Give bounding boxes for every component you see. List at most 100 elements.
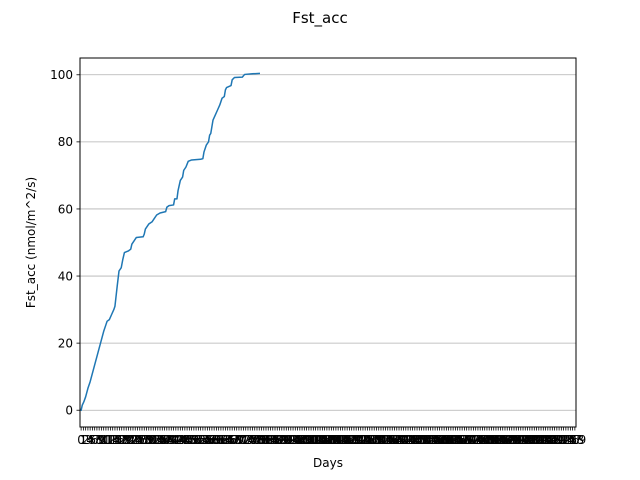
x-tick-label: 148 [403, 433, 426, 447]
x-tick-label: 161 [433, 433, 456, 447]
x-tick-label: 127 [356, 433, 379, 447]
x-tick-label: 64 [218, 433, 233, 447]
x-tick-label: 188 [494, 433, 517, 447]
x-tick-label: 90 [276, 433, 291, 447]
x-tick-label: 158 [426, 433, 449, 447]
x-tick-label: 27 [134, 433, 149, 447]
x-tick-label: 42 [168, 433, 183, 447]
x-tick-label: 176 [466, 433, 489, 447]
x-tick-label: 59 [207, 433, 222, 447]
x-tick-label: 43 [170, 433, 185, 447]
x-tick-label: 26 [132, 433, 147, 447]
x-tick-label: 73 [238, 433, 253, 447]
x-tick-label: 177 [469, 433, 492, 447]
y-tick-label: 40 [58, 269, 73, 283]
y-axis-ticks: 0 20 40 60 80 100 [50, 68, 80, 418]
x-tick-label: 175 [464, 433, 487, 447]
x-tick-label: 201 [523, 433, 546, 447]
x-tick-label: 137 [379, 433, 402, 447]
x-tick-label: 173 [460, 433, 483, 447]
x-tick-label: 156 [421, 433, 444, 447]
x-tick-label: 53 [193, 433, 208, 447]
x-tick-label: 10 [96, 433, 111, 447]
x-tick-label: 219 [563, 433, 586, 447]
x-tick-label: 22 [123, 433, 138, 447]
x-tick-label: 60 [209, 433, 224, 447]
x-tick-label: 130 [363, 433, 386, 447]
x-tick-label: 67 [225, 433, 240, 447]
x-tick-label: 57 [202, 433, 217, 447]
x-tick-label: 4 [86, 433, 94, 447]
x-tick-label: 51 [188, 433, 203, 447]
x-tick-label: 106 [309, 433, 332, 447]
x-tick-label: 141 [388, 433, 411, 447]
x-tick-label: 215 [554, 433, 577, 447]
x-tick-label: 193 [505, 433, 528, 447]
x-tick-label: 182 [480, 433, 503, 447]
x-tick-label: 72 [236, 433, 251, 447]
y-tick-label: 0 [65, 404, 73, 418]
x-tick-label: 77 [247, 433, 262, 447]
x-tick-label: 47 [179, 433, 194, 447]
x-tick-label: 3 [84, 433, 92, 447]
x-tick-label: 184 [485, 433, 508, 447]
x-tick-label: 13 [103, 433, 118, 447]
chart-title: Fst_acc [292, 9, 348, 28]
x-tick-label: 206 [534, 433, 557, 447]
x-tick-label: 146 [399, 433, 422, 447]
x-tick-label: 16 [110, 433, 125, 447]
x-tick-label: 172 [457, 433, 480, 447]
x-tick-label: 99 [297, 433, 312, 447]
x-tick-label: 205 [532, 433, 555, 447]
x-tick-label: 189 [496, 433, 519, 447]
x-tick-label: 132 [367, 433, 390, 447]
x-tick-label: 186 [489, 433, 512, 447]
x-tick-label: 187 [491, 433, 514, 447]
x-tick-label: 121 [342, 433, 365, 447]
x-tick-label: 151 [410, 433, 433, 447]
x-tick-label: 217 [559, 433, 582, 447]
x-tick-label: 195 [509, 433, 532, 447]
series-layer [80, 72, 261, 412]
x-tick-label: 163 [437, 433, 460, 447]
x-tick-label: 97 [292, 433, 307, 447]
x-tick-label: 157 [424, 433, 447, 447]
x-tick-label: 55 [197, 433, 212, 447]
x-tick-label: 81 [256, 433, 271, 447]
x-tick-label: 104 [304, 433, 327, 447]
x-tick-label: 213 [550, 433, 573, 447]
x-tick-label: 87 [270, 433, 285, 447]
x-tick-label: 169 [451, 433, 474, 447]
x-tick-label: 178 [471, 433, 494, 447]
x-tick-label: 24 [128, 433, 143, 447]
x-tick-label: 69 [229, 433, 244, 447]
x-tick-label: 207 [536, 433, 559, 447]
x-tick-label: 2 [82, 433, 90, 447]
x-tick-label: 125 [351, 433, 374, 447]
x-tick-label: 124 [349, 433, 372, 447]
x-tick-label: 89 [274, 433, 289, 447]
x-tick-label: 11 [98, 433, 113, 447]
x-tick-label: 88 [272, 433, 287, 447]
x-tick-label: 136 [376, 433, 399, 447]
x-tick-label: 168 [448, 433, 471, 447]
x-tick-label: 108 [313, 433, 336, 447]
x-tick-label: 210 [543, 433, 566, 447]
x-tick-label: 68 [227, 433, 242, 447]
x-tick-label: 96 [290, 433, 305, 447]
x-tick-label: 159 [428, 433, 451, 447]
x-tick-label: 112 [322, 433, 345, 447]
x-tick-label: 44 [173, 433, 188, 447]
x-tick-label: 166 [444, 433, 467, 447]
x-tick-label: 160 [430, 433, 453, 447]
x-tick-label: 211 [545, 433, 568, 447]
x-tick-label: 143 [392, 433, 415, 447]
x-tick-label: 114 [327, 433, 350, 447]
x-tick-label: 190 [498, 433, 521, 447]
x-tick-label: 119 [338, 433, 361, 447]
x-tick-label: 183 [482, 433, 505, 447]
x-tick-label: 105 [306, 433, 329, 447]
y-tick-label: 100 [50, 68, 73, 82]
x-tick-label: 82 [258, 433, 273, 447]
